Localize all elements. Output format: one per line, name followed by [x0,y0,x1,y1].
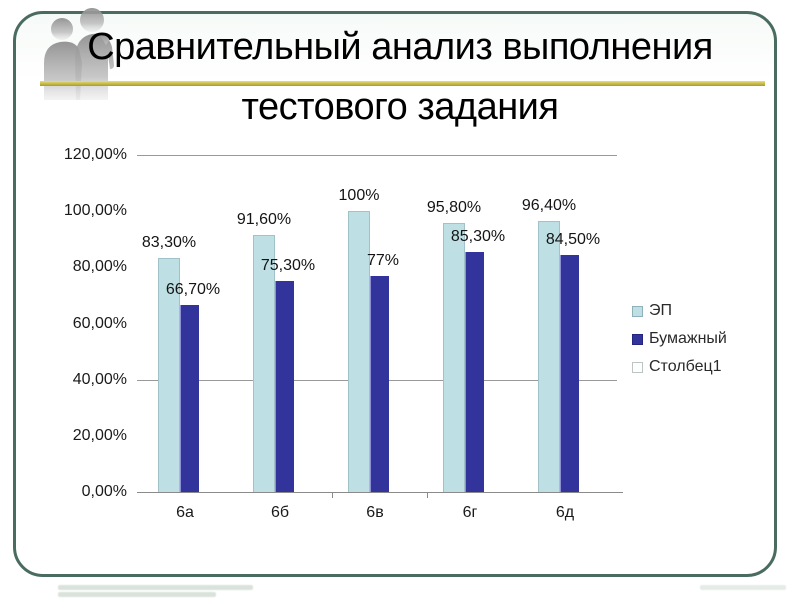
x-axis-category-label: 6б [270,504,290,521]
legend-item-ЭП: ЭП [632,297,782,325]
watermark-smudge [700,585,786,590]
legend-swatch [632,361,643,373]
slide-title-line1: Сравнительный анализ выполнения [87,26,713,68]
gridline [137,155,617,156]
x-axis-line [137,492,623,493]
x-axis-category-label: 6д [555,504,575,521]
data-label: 85,30% [450,228,506,245]
title-underline [40,81,765,86]
data-label: 91,60% [236,211,292,228]
data-label: 77% [366,252,400,269]
y-axis-tick-label: 60,00% [72,315,127,332]
y-axis-tick-label: 40,00% [72,371,127,388]
bar-ЭП-6г [443,223,465,492]
legend-swatch [632,333,643,345]
x-axis-tick [332,492,333,498]
legend-item-Столбец1: Столбец1 [632,353,782,381]
bar-Бумажный-6в [370,276,389,492]
legend-label: Бумажный [649,330,727,347]
y-axis-tick-label: 20,00% [72,427,127,444]
data-label: 100% [338,187,380,204]
y-axis-tick-label: 0,00% [81,483,127,500]
bar-Бумажный-6г [465,252,484,492]
watermark-smudge [58,585,253,590]
slide-title-line2: тестового задания [241,86,560,128]
x-axis-tick [427,492,428,498]
chart-legend: ЭП Бумажный Столбец1 [632,297,782,381]
bar-Бумажный-6б [275,281,294,492]
data-label: 95,80% [426,199,482,216]
bar-ЭП-6а [158,258,180,492]
data-label: 66,70% [165,281,221,298]
y-axis-tick-label: 120,00% [63,146,127,163]
bar-ЭП-6д [538,221,560,492]
data-label: 96,40% [521,197,577,214]
bar-Бумажный-6д [560,255,579,492]
data-label: 84,50% [545,231,601,248]
legend-label: ЭП [649,302,672,319]
bar-ЭП-6б [253,235,275,492]
y-axis-tick-label: 100,00% [63,202,127,219]
slide-border [13,11,777,577]
watermark-smudge [58,592,216,597]
legend-label: Столбец1 [649,358,722,375]
y-axis-tick-label: 80,00% [72,258,127,275]
bar-Бумажный-6а [180,305,199,492]
x-axis-category-label: 6в [366,504,384,521]
x-axis-category-label: 6а [176,504,194,521]
legend-swatch [632,305,643,317]
data-label: 75,30% [260,257,316,274]
x-axis-category-label: 6г [462,504,478,521]
data-label: 83,30% [141,234,197,251]
legend-item-Бумажный: Бумажный [632,325,782,353]
bar-ЭП-6в [348,211,370,492]
